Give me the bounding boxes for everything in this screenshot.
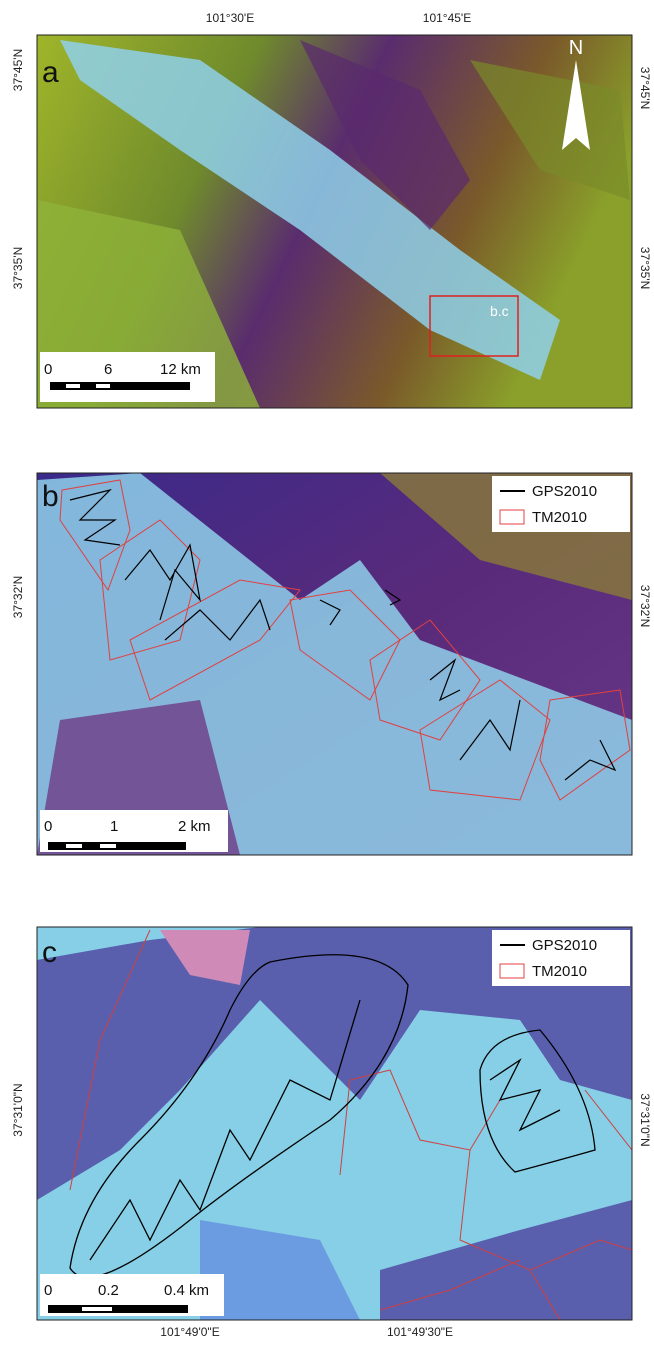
right-coord: 37°35'N [638,247,652,289]
scale-label: 1 [110,818,118,835]
right-coord: 37°31'0"N [638,1093,652,1146]
left-coord: 37°45'N [11,49,25,91]
scale-label: 6 [104,361,112,378]
scale-label: 0 [44,1282,52,1299]
scale-bar [50,382,190,390]
extent-label: b.c [490,303,509,319]
bottom-coord: 101°49'0"E [160,1325,219,1339]
scale-label: 0.2 [98,1282,119,1299]
panel-letter: c [42,936,57,969]
scale-label: 0 [44,361,52,378]
left-coord: 37°35'N [11,247,25,289]
scale-bar [48,1305,188,1313]
top-coord: 101°30'E [206,11,254,25]
legend-label: GPS2010 [532,483,597,500]
legend-label: TM2010 [532,963,587,980]
legend-label: GPS2010 [532,937,597,954]
scale-label: 2 km [178,818,211,835]
top-coord: 101°45'E [423,11,471,25]
scale-label: 0 [44,818,52,835]
panel-letter: a [42,56,59,89]
north-label: N [569,37,583,59]
scale-bar [48,842,186,850]
right-coord: 37°32'N [638,585,652,627]
right-coord: 37°45'N [638,67,652,109]
legend-label: TM2010 [532,509,587,526]
bottom-coord: 101°49'30"E [387,1325,453,1339]
scale-label: 0.4 km [164,1282,209,1299]
figure: b.c a N 0 6 12 km 101°30'E 101°45'E 37°4… [0,0,654,1344]
scale-label: 12 km [160,361,201,378]
left-coord: 37°31'0"N [11,1083,25,1136]
left-coord: 37°32'N [11,576,25,618]
panel-letter: b [42,480,59,513]
